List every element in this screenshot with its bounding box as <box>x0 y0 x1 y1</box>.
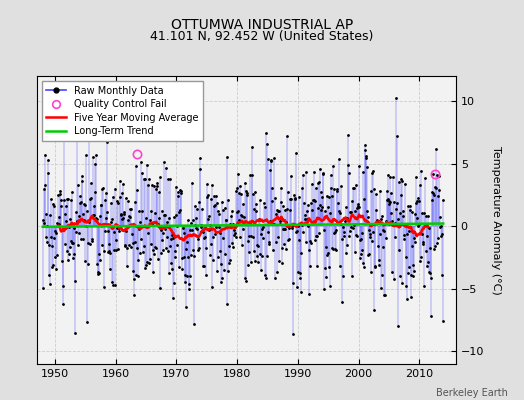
Text: OTTUMWA INDUSTRIAL AP: OTTUMWA INDUSTRIAL AP <box>171 18 353 32</box>
Text: Berkeley Earth: Berkeley Earth <box>436 388 508 398</box>
Legend: Raw Monthly Data, Quality Control Fail, Five Year Moving Average, Long-Term Tren: Raw Monthly Data, Quality Control Fail, … <box>41 81 203 141</box>
Text: 41.101 N, 92.452 W (United States): 41.101 N, 92.452 W (United States) <box>150 30 374 43</box>
Y-axis label: Temperature Anomaly (°C): Temperature Anomaly (°C) <box>491 146 501 294</box>
